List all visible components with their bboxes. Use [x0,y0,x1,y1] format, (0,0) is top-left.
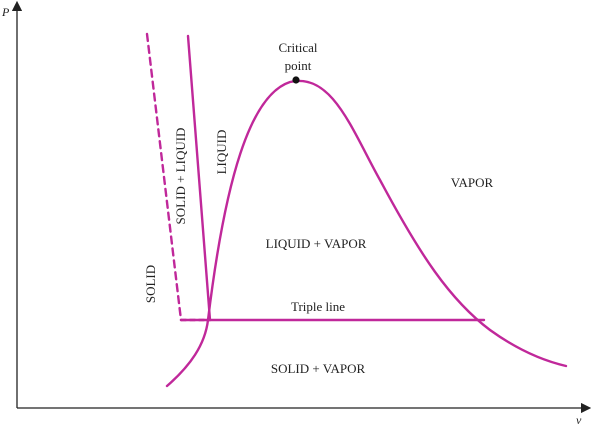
saturation-dome-curve [165,79,568,388]
region-solid-label: SOLID [143,265,158,303]
y-axis-label: P [1,5,10,19]
triple-line-label: Triple line [291,299,345,314]
region-vapor-label: VAPOR [451,175,494,190]
solid-dashed-line [145,32,183,322]
region-liquid-label: LIQUID [214,130,229,175]
critical-point-label-line1: Critical [279,40,318,55]
region-solid-liquid-label: SOLID + LIQUID [173,128,188,225]
region-solid-vapor-label: SOLID + VAPOR [271,361,366,376]
critical-point-marker [292,76,300,84]
x-axis-label: v [576,413,582,427]
region-liquid-vapor-label: LIQUID + VAPOR [266,236,367,251]
critical-point-label-line2: point [285,58,312,73]
melting-line [186,34,212,322]
